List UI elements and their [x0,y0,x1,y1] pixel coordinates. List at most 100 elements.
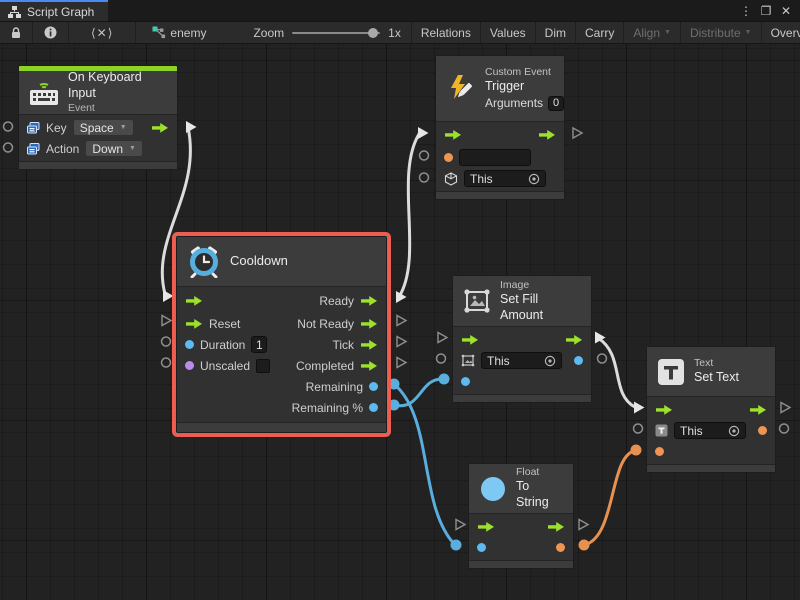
carry-button[interactable]: Carry [576,22,625,43]
flow-arrow-icon[interactable] [565,334,583,346]
float-port-dot[interactable] [477,543,486,552]
arguments-stepper[interactable]: 0 [548,96,565,112]
port-cooldown-remaining-percent-out[interactable] [388,399,400,411]
port-cooldown-notready-out[interactable] [396,314,407,327]
node-cooldown[interactable]: Cooldown Ready Reset Not Ready [176,236,387,433]
code-view-button[interactable]: ⟨✕⟩ [69,22,137,43]
graph-breadcrumb[interactable]: enemy [136,22,215,43]
enum-icon [27,121,40,134]
target-object-field[interactable]: This [674,422,746,439]
port-tostring-flow-in[interactable] [455,518,466,531]
port-settext-flow-in[interactable] [634,401,645,414]
port-tostring-flow-out[interactable] [578,518,589,531]
action-dropdown[interactable]: Down ▼ [85,140,143,157]
port-settext-target-in[interactable] [632,423,644,434]
port-customevent-target-in[interactable] [418,172,430,183]
graph-canvas[interactable]: On Keyboard Input Event Key Space ▼ [0,44,800,600]
window-close-icon[interactable]: ✕ [780,3,792,18]
object-picker-icon[interactable] [728,425,740,437]
key-dropdown[interactable]: Space ▼ [72,119,134,136]
float-port-dot[interactable] [185,340,194,349]
wire-keyboard-to-cooldown[interactable] [160,125,192,296]
wire-remaining-to-tostring[interactable] [392,382,457,547]
string-port-dot[interactable] [758,426,767,435]
wire-remaining-percent-to-image[interactable] [392,377,444,408]
relations-button[interactable]: Relations [410,22,481,43]
flow-arrow-icon[interactable] [151,122,169,134]
target-object-field[interactable]: This [464,170,546,187]
port-customevent-name-in[interactable] [418,150,430,161]
zoom-slider-handle[interactable] [368,27,379,38]
port-settext-flow-out[interactable] [780,401,791,414]
window-maximize-icon[interactable]: ❐ [760,3,772,18]
string-port-dot[interactable] [444,153,453,162]
float-port-dot[interactable] [461,377,470,386]
wire-image-to-settext[interactable] [596,336,637,409]
tab-script-graph[interactable]: Script Graph [0,0,109,21]
chevron-down-icon: ▼ [664,29,671,36]
port-cooldown-remaining-out[interactable] [388,378,400,390]
flow-arrow-icon[interactable] [547,521,565,533]
object-picker-icon[interactable] [528,173,540,185]
port-image-flow-in[interactable] [437,331,448,344]
port-image-target-out[interactable] [596,353,608,364]
port-tostring-out[interactable] [578,539,590,551]
port-cooldown-tick-out[interactable] [396,335,407,348]
target-object-field[interactable]: This [481,352,562,369]
port-customevent-flow-out[interactable] [572,127,583,139]
flow-arrow-icon[interactable] [461,334,479,346]
flow-arrow-icon[interactable] [655,404,673,416]
port-cooldown-duration-in[interactable] [160,336,172,347]
wire-tostring-to-settext[interactable] [582,449,636,547]
flow-arrow-icon[interactable] [749,404,767,416]
bool-port-dot[interactable] [185,361,194,370]
zoom-slider[interactable] [292,27,381,38]
port-image-target-in[interactable] [435,353,447,364]
wire-cooldown-ready-to-custom-event[interactable] [397,132,421,299]
node-text-set-text[interactable]: Text Set Text This [646,346,776,473]
node-custom-event-trigger[interactable]: Custom Event Trigger Arguments 0 [435,55,565,200]
flow-arrow-icon[interactable] [360,295,378,307]
object-picker-icon[interactable] [544,355,556,367]
values-button[interactable]: Values [481,22,536,43]
port-keyboard-action-in[interactable] [2,142,14,153]
port-tostring-in[interactable] [450,539,462,551]
float-port-dot[interactable] [369,382,378,391]
node-footer [453,394,591,402]
port-settext-target-out[interactable] [778,423,790,434]
port-cooldown-completed-out[interactable] [396,356,407,369]
float-port-dot[interactable] [574,356,583,365]
node-on-keyboard-input[interactable]: On Keyboard Input Event Key Space ▼ [18,65,178,170]
port-image-fill-in[interactable] [438,373,450,385]
port-cooldown-unscaled-in[interactable] [160,357,172,368]
port-keyboard-key-in[interactable] [2,121,14,132]
port-customevent-flow-in[interactable] [418,127,429,139]
flow-arrow-icon[interactable] [185,295,203,307]
node-float-to-string[interactable]: Float To String [468,463,574,569]
port-settext-value-in[interactable] [630,444,642,456]
duration-input[interactable]: 1 [251,336,268,353]
dim-button[interactable]: Dim [536,22,576,43]
flow-arrow-icon[interactable] [360,339,378,351]
flow-arrow-icon[interactable] [360,360,378,372]
info-button[interactable] [33,22,69,43]
port-keyboard-flow-out[interactable] [186,121,197,133]
flow-arrow-icon[interactable] [185,318,203,330]
string-port-dot[interactable] [655,447,664,456]
flow-arrow-icon[interactable] [538,129,556,141]
node-footer [436,191,564,199]
port-cooldown-flow-in[interactable] [163,290,174,302]
flow-arrow-icon[interactable] [477,521,495,533]
event-name-input[interactable] [459,149,531,166]
float-port-dot[interactable] [369,403,378,412]
unscaled-checkbox[interactable] [256,358,271,373]
overview-button[interactable]: Overview [762,22,800,43]
lock-button[interactable] [0,22,33,43]
window-menu-icon[interactable]: ⋮ [740,3,752,18]
align-button: Align ▼ [624,22,681,43]
flow-arrow-icon[interactable] [444,129,462,141]
port-cooldown-reset-in[interactable] [161,314,172,327]
string-port-dot[interactable] [556,543,565,552]
flow-arrow-icon[interactable] [360,318,378,330]
node-image-set-fill-amount[interactable]: Image Set Fill Amount This [452,275,592,403]
